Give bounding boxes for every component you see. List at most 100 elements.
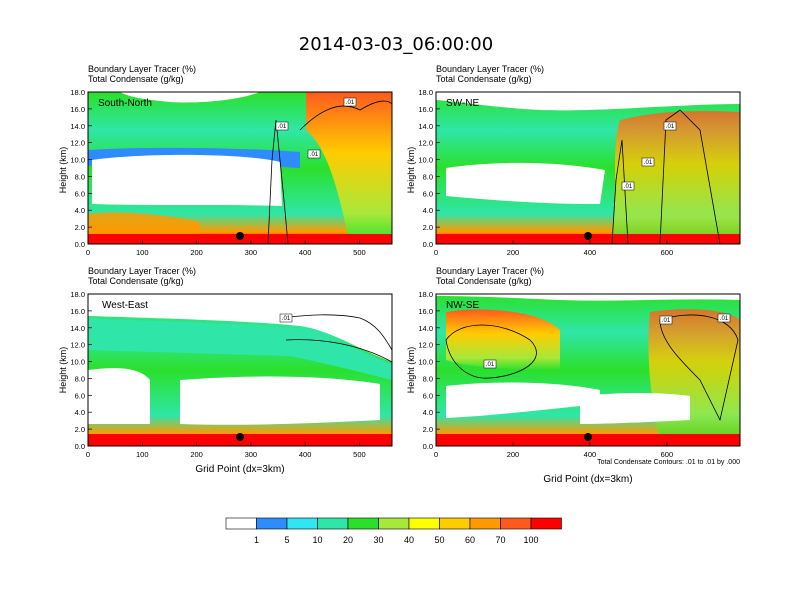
location-marker [236, 232, 244, 240]
contour-line [267, 100, 393, 245]
y-axis-label: Height (km) [58, 147, 68, 194]
colorbar-label: 30 [373, 535, 383, 545]
colorbar-swatch [500, 517, 532, 530]
colorbar-swatch [347, 517, 379, 530]
y-tick-label: 6.0 [75, 391, 85, 400]
colorbar-swatch [286, 517, 318, 530]
contour-label: .01 [644, 160, 653, 166]
warm-cell [610, 110, 740, 244]
contour-label-box [483, 359, 497, 369]
panel-sw-ne: Boundary Layer Tracer (%) Total Condensa… [406, 64, 741, 257]
colorbar-swatch [469, 517, 501, 530]
colorbar-label: 70 [495, 535, 505, 545]
y-tick-label: 10.0 [70, 358, 85, 367]
contour-label-box [641, 157, 655, 167]
y-tick-label: 4.0 [423, 408, 433, 417]
contour-label-box [659, 315, 673, 325]
panel-label-tracer: Boundary Layer Tracer (%) [88, 266, 196, 276]
contour-note: Total Condensate Contours: .01 to .01 by… [597, 459, 740, 466]
y-tick-label: 2.0 [75, 223, 85, 232]
y-tick-label: 10.0 [70, 156, 85, 165]
contour-label: .01 [278, 124, 287, 130]
contour-label: .01 [666, 124, 675, 130]
colorbar-label: 100 [523, 535, 538, 545]
y-tick-label: 6.0 [423, 189, 433, 198]
y-tick-label: 2.0 [423, 223, 433, 232]
panel-label-condensate: Total Condensate (g/kg) [88, 276, 184, 286]
contour-label: .01 [282, 316, 291, 322]
contour-label-box [343, 97, 357, 107]
colorbar-swatch [317, 517, 349, 530]
contour-line [611, 109, 721, 245]
panel-label-condensate: Total Condensate (g/kg) [436, 74, 532, 84]
y-tick-label: 12.0 [70, 139, 85, 148]
x-tick-label: 400 [299, 450, 312, 459]
y-tick-label: 14.0 [70, 324, 85, 333]
x-tick-label: 300 [245, 450, 258, 459]
location-marker [584, 232, 592, 240]
y-tick-label: 14.0 [418, 324, 433, 333]
x-tick-label: 600 [661, 248, 674, 257]
y-tick-label: 0.0 [75, 240, 85, 249]
x-tick-label: 200 [190, 450, 203, 459]
panel-label-tracer: Boundary Layer Tracer (%) [88, 64, 196, 74]
panel-west-east: Boundary Layer Tracer (%) Total Condensa… [58, 266, 393, 475]
clear-region [92, 154, 282, 206]
y-tick-label: 14.0 [70, 122, 85, 131]
colorbar-label: 1 [254, 535, 259, 545]
x-tick-label: 0 [434, 248, 438, 257]
contour-label-box [307, 149, 321, 159]
panel-label-condensate: Total Condensate (g/kg) [436, 276, 532, 286]
x-tick-label: 200 [507, 248, 520, 257]
x-tick-label: 0 [86, 248, 90, 257]
y-tick-label: 0.0 [423, 240, 433, 249]
location-marker [584, 433, 592, 441]
contour-label: .01 [346, 100, 355, 106]
x-tick-label: 500 [353, 450, 366, 459]
x-tick-label: 500 [353, 248, 366, 257]
x-tick-label: 400 [584, 450, 597, 459]
clear-lower [446, 382, 690, 424]
clear-top [88, 294, 392, 362]
x-tick-label: 0 [434, 450, 438, 459]
y-tick-label: 8.0 [75, 172, 85, 181]
x-tick-label: 100 [136, 450, 149, 459]
y-axis-label: Height (km) [406, 147, 416, 194]
x-tick-label: 200 [507, 450, 520, 459]
x-axis-label: Grid Point (dx=3km) [543, 474, 632, 485]
y-tick-label: 8.0 [423, 172, 433, 181]
contour-label: .01 [662, 318, 671, 324]
x-tick-label: 100 [136, 248, 149, 257]
y-tick-label: 0.0 [75, 442, 85, 451]
y-tick-label: 4.0 [423, 206, 433, 215]
y-tick-label: 12.0 [70, 341, 85, 350]
y-tick-label: 16.0 [70, 307, 85, 316]
lower-warm [88, 212, 200, 236]
y-tick-label: 18.0 [70, 290, 85, 299]
panel-label-condensate: Total Condensate (g/kg) [88, 74, 184, 84]
x-axis-label: Grid Point (dx=3km) [195, 464, 284, 475]
y-tick-label: 2.0 [75, 425, 85, 434]
contour-label: .01 [486, 362, 495, 368]
y-tick-label: 10.0 [418, 156, 433, 165]
colorbar-label: 50 [434, 535, 444, 545]
y-tick-label: 16.0 [418, 105, 433, 114]
panel-title: NW-SE [446, 300, 479, 311]
contour-label-box [621, 181, 635, 191]
contour-line [445, 314, 739, 422]
colorbar-swatch [530, 517, 562, 530]
colorbar-label: 10 [312, 535, 322, 545]
x-tick-label: 600 [661, 450, 674, 459]
contour-label-box [663, 121, 677, 131]
contour-line [279, 314, 393, 363]
y-tick-label: 8.0 [75, 374, 85, 383]
location-marker [236, 433, 244, 441]
y-axis-label: Height (km) [406, 347, 416, 394]
warm-cell [306, 92, 392, 244]
clear-top [120, 92, 260, 103]
colorbar-swatch [256, 517, 288, 530]
clear-top [436, 294, 740, 301]
y-tick-label: 10.0 [418, 358, 433, 367]
y-tick-label: 12.0 [418, 341, 433, 350]
